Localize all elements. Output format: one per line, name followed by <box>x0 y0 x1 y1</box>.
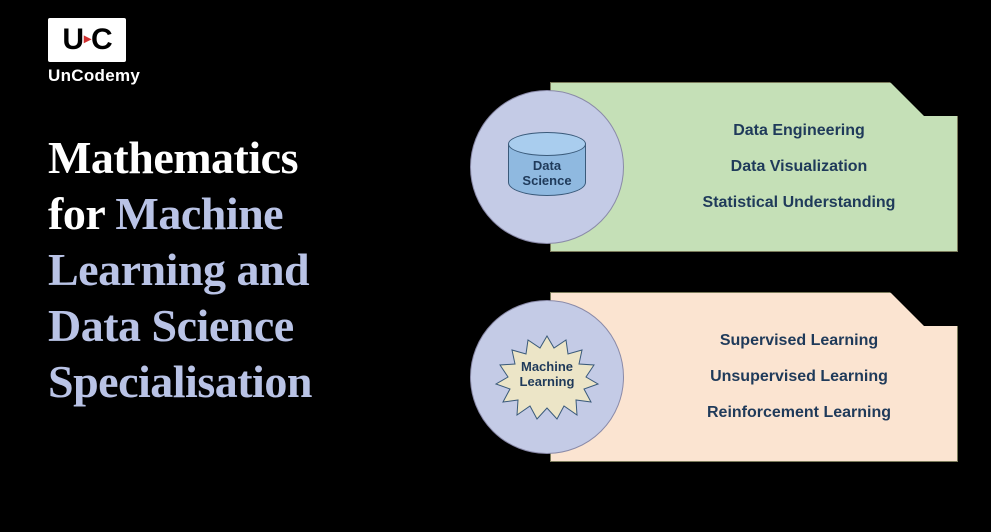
title-line-3: Learning and <box>48 242 468 298</box>
brand-area: U▸C UnCodemy <box>48 18 140 86</box>
machine-learning-block: Supervised Learning Unsupervised Learnin… <box>470 292 970 462</box>
machine-learning-label: Machine Learning <box>492 360 602 390</box>
logo-letter-u: U <box>62 23 83 57</box>
cylinder-icon: Data Science <box>508 132 586 202</box>
logo-letter-c: C <box>91 23 112 57</box>
ds-item: Data Visualization <box>731 158 868 176</box>
title-line-4: Data Science <box>48 298 468 354</box>
ml-item: Unsupervised Learning <box>710 368 888 386</box>
page-title: Mathematics for Machine Learning and Dat… <box>48 130 468 411</box>
title-line-5: Specialisation <box>48 354 468 410</box>
data-science-block: Data Engineering Data Visualization Stat… <box>470 82 970 252</box>
brand-name: UnCodemy <box>48 66 140 86</box>
title-line-1: Mathematics <box>48 130 468 186</box>
ds-item: Statistical Understanding <box>703 194 896 212</box>
data-science-circle: Data Science <box>470 90 624 244</box>
logo-dot-icon: ▸ <box>84 30 90 47</box>
brand-logo: U▸C <box>48 18 126 62</box>
data-science-label: Data Science <box>508 159 586 189</box>
diagram-area: Data Engineering Data Visualization Stat… <box>470 82 970 502</box>
ml-item: Supervised Learning <box>720 332 878 350</box>
title-line-2: for Machine <box>48 186 468 242</box>
ml-item: Reinforcement Learning <box>707 404 891 422</box>
ds-item: Data Engineering <box>733 122 865 140</box>
machine-learning-circle: Machine Learning <box>470 300 624 454</box>
panel-notch-icon <box>924 82 958 116</box>
starburst-icon: Machine Learning <box>492 332 602 422</box>
panel-notch-icon <box>924 292 958 326</box>
